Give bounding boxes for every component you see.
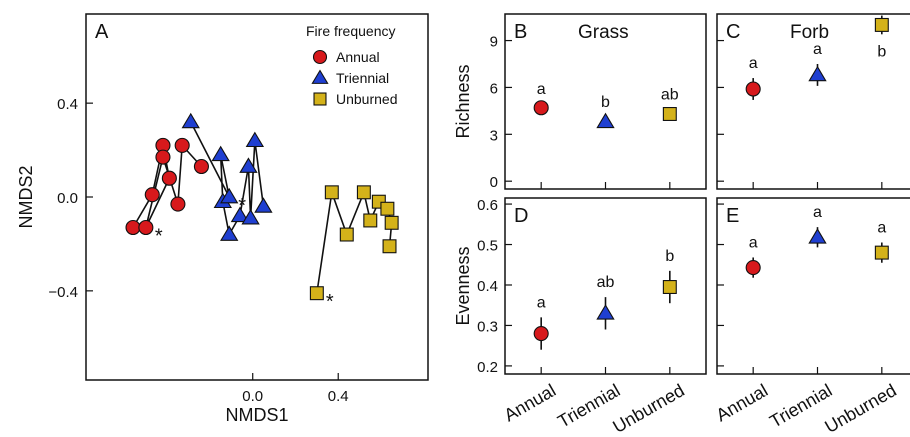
y-tick-label: 3 bbox=[490, 127, 498, 144]
legend-marker-annual bbox=[312, 49, 328, 65]
data-point-triennial bbox=[241, 208, 260, 225]
x-tick-label-annual: Annual bbox=[501, 380, 560, 425]
data-point-unburned bbox=[339, 227, 354, 242]
y-tick-label-a: 0.0 bbox=[57, 190, 78, 207]
y-tick-label: 0.5 bbox=[477, 238, 498, 255]
panel-letter-b: B bbox=[514, 21, 527, 43]
panel-letter-c: C bbox=[726, 21, 740, 43]
connector-line-triennial bbox=[190, 121, 265, 237]
x-axis-title-a: NMDS1 bbox=[225, 405, 288, 425]
series-triennial: * bbox=[181, 112, 273, 241]
significance-letter: b bbox=[877, 43, 886, 60]
significance-letter: ab bbox=[597, 274, 615, 291]
mean-point-unburned bbox=[874, 245, 889, 260]
y-tick-label-a: −0.4 bbox=[48, 284, 78, 301]
y-tick-label: 0.4 bbox=[477, 278, 498, 295]
series-unburned: * bbox=[309, 185, 399, 313]
data-point-triennial bbox=[254, 197, 273, 213]
mean-point-unburned bbox=[874, 17, 889, 32]
x-tick-label-unburned: Unburned bbox=[821, 380, 899, 432]
data-point-annual bbox=[144, 187, 160, 203]
significance-letter: b bbox=[601, 94, 610, 111]
outlier-star: * bbox=[238, 195, 246, 217]
data-point-annual bbox=[125, 219, 141, 236]
legend-title: Fire frequency bbox=[306, 23, 395, 39]
data-point-annual bbox=[193, 158, 209, 175]
panel-d: D0.20.30.40.50.6EvennessAnnualTriennialU… bbox=[453, 197, 707, 437]
mean-point-annual bbox=[533, 100, 549, 116]
significance-letter: a bbox=[813, 204, 822, 221]
panel-a: A 0.0 0.4 0.4 0.0 −0.4 NMDS1 NMDS2 * * * Fire frequ… bbox=[16, 13, 429, 425]
x-tick-label-a: 0.0 bbox=[242, 388, 263, 405]
mean-point-annual bbox=[533, 325, 549, 342]
significance-letter: a bbox=[749, 55, 758, 72]
data-point-triennial bbox=[211, 145, 230, 162]
data-point-triennial bbox=[220, 225, 239, 241]
series-annual: * bbox=[125, 137, 209, 248]
data-point-triennial bbox=[220, 187, 239, 204]
data-point-annual bbox=[174, 137, 190, 153]
legend-marker-unburned bbox=[313, 92, 327, 106]
significance-letter: a bbox=[877, 220, 886, 237]
significance-letter: b bbox=[665, 248, 674, 265]
mean-point-triennial bbox=[808, 65, 827, 82]
data-point-unburned bbox=[384, 215, 399, 230]
mean-point-annual bbox=[745, 81, 761, 97]
y-tick-label-a: 0.4 bbox=[57, 96, 78, 113]
panel-title-c: Forb bbox=[790, 22, 829, 43]
data-point-unburned bbox=[324, 185, 339, 200]
y-tick-label: 0 bbox=[490, 174, 498, 191]
panel-letter-d: D bbox=[514, 205, 528, 227]
legend-label-annual: Annual bbox=[336, 49, 380, 65]
significance-letter: a bbox=[537, 294, 546, 311]
mean-point-unburned bbox=[662, 107, 677, 121]
outlier-star: * bbox=[326, 291, 334, 313]
outlier-star: * bbox=[155, 226, 163, 248]
legend-label-unburned: Unburned bbox=[336, 91, 398, 107]
y-tick-label: 0.3 bbox=[477, 318, 498, 335]
mean-point-triennial bbox=[596, 304, 615, 320]
legend-label-triennial: Triennial bbox=[336, 70, 389, 86]
y-tick-label: 9 bbox=[490, 34, 498, 51]
panel-title-b: Grass bbox=[578, 22, 629, 43]
data-point-annual bbox=[161, 170, 177, 186]
data-point-unburned bbox=[380, 201, 395, 216]
mean-point-annual bbox=[745, 260, 761, 276]
x-tick-label-unburned: Unburned bbox=[609, 380, 687, 432]
data-point-triennial bbox=[230, 206, 250, 223]
legend-marker-triennial bbox=[311, 69, 329, 84]
data-point-unburned bbox=[382, 239, 397, 254]
y-axis-title-d: Evenness bbox=[453, 246, 473, 325]
data-point-triennial bbox=[181, 112, 200, 129]
data-point-unburned bbox=[309, 286, 324, 301]
panel-letter-a: A bbox=[95, 21, 109, 43]
mean-point-triennial bbox=[808, 228, 827, 244]
data-point-annual bbox=[170, 196, 186, 212]
significance-letter: a bbox=[537, 81, 546, 98]
y-tick-label: 0.2 bbox=[477, 359, 498, 376]
data-point-triennial bbox=[239, 157, 258, 173]
significance-letter: a bbox=[813, 41, 822, 58]
data-point-annual bbox=[155, 149, 171, 165]
data-point-unburned bbox=[363, 213, 378, 228]
x-tick-label-annual: Annual bbox=[713, 380, 772, 425]
y-tick-label: 6 bbox=[490, 80, 498, 97]
y-tick-label: 0.6 bbox=[477, 197, 498, 214]
mean-point-unburned bbox=[662, 280, 677, 295]
significance-letter: ab bbox=[661, 86, 679, 103]
x-tick-label-a: 0.4 bbox=[328, 388, 349, 405]
data-point-unburned bbox=[356, 185, 371, 200]
data-point-triennial bbox=[245, 131, 265, 148]
y-axis-title-a: NMDS2 bbox=[16, 165, 36, 228]
significance-letter: a bbox=[749, 234, 758, 251]
panel-letter-e: E bbox=[726, 205, 739, 227]
legend: Fire frequency Annual Triennial Unburned bbox=[306, 23, 398, 107]
mean-point-triennial bbox=[596, 112, 615, 129]
data-point-annual bbox=[138, 219, 154, 236]
y-axis-title-b: Richness bbox=[453, 64, 473, 138]
